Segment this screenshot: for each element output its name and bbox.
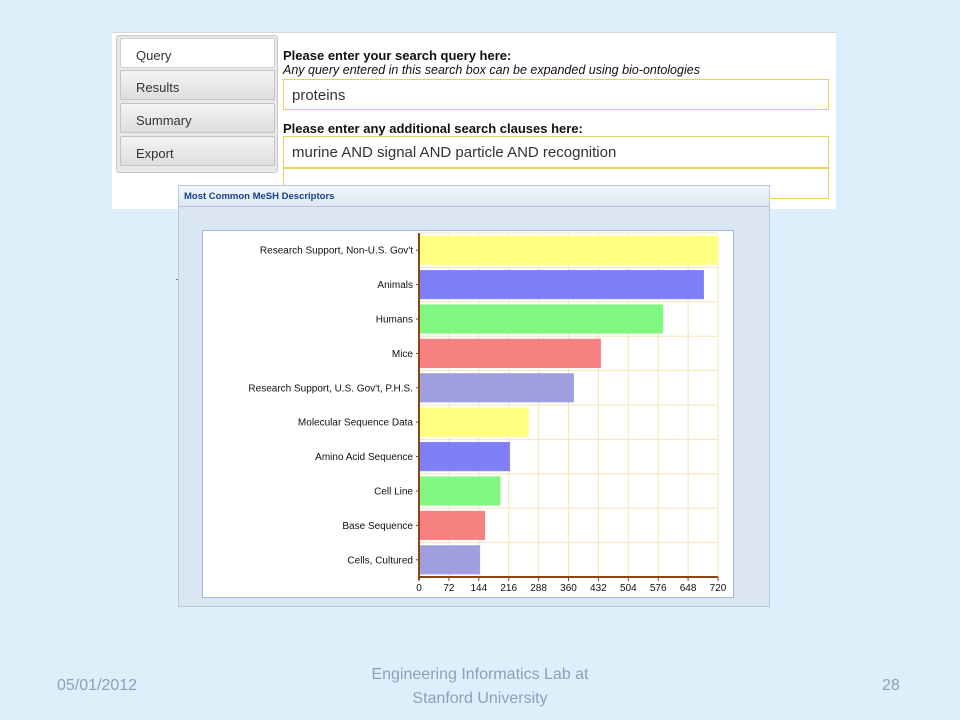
footer-date: 05/01/2012: [57, 677, 138, 694]
divider-tick: [176, 279, 178, 280]
clause-input-1[interactable]: murine AND signal AND particle AND recog…: [283, 136, 829, 168]
footer-lab-line-1: Engineering Informatics Lab at: [371, 666, 589, 683]
category-label: Molecular Sequence Data: [298, 418, 414, 429]
bar: [418, 545, 481, 575]
bar: [418, 476, 501, 506]
category-label: Animals: [377, 280, 413, 291]
bar: [418, 269, 704, 300]
search-query-input[interactable]: proteins: [283, 79, 829, 110]
x-tick-label: 576: [650, 583, 667, 594]
category-label: Base Sequence: [342, 521, 413, 532]
x-tick-label: 0: [416, 583, 422, 594]
bar: [418, 373, 574, 403]
footer-page-number: 28: [882, 677, 900, 694]
x-tick-label: 288: [530, 583, 547, 594]
x-tick-label: 648: [680, 583, 697, 594]
chart-frame: Research Support, Non-U.S. Gov't Animals H…: [202, 230, 734, 598]
x-tick-label: 72: [443, 583, 455, 594]
category-label: Amino Acid Sequence: [315, 452, 413, 463]
x-tick-label: 432: [590, 583, 607, 594]
tab-results[interactable]: Results: [120, 70, 275, 100]
category-label: Cell Line: [374, 487, 413, 498]
x-tick-label: 360: [560, 583, 577, 594]
bar: [418, 407, 529, 437]
mesh-chart-panel: Most Common MeSH Descriptors Research Su…: [178, 185, 770, 607]
chart-panel-title: Most Common MeSH Descriptors: [184, 191, 335, 202]
tab-query[interactable]: Query: [120, 38, 275, 68]
x-tick-label: 720: [710, 583, 727, 594]
category-label: Cells, Cultured: [347, 555, 413, 566]
x-tick-label: 144: [470, 583, 487, 594]
bar: [418, 235, 719, 265]
tab-summary[interactable]: Summary: [120, 103, 275, 133]
query-note: Any query entered in this search box can…: [283, 63, 700, 77]
bar: [418, 304, 664, 334]
tab-bar: Query Results Summary Export: [116, 35, 278, 173]
category-label: Research Support, Non-U.S. Gov't: [260, 246, 413, 257]
footer-lab-line-2: Stanford University: [412, 690, 548, 707]
clauses-heading: Please enter any additional search claus…: [283, 121, 583, 136]
footer-lab-name: Engineering Informatics Lab at Stanford …: [330, 663, 630, 711]
bar: [418, 510, 486, 541]
tab-export[interactable]: Export: [120, 136, 275, 166]
query-heading: Please enter your search query here:: [283, 48, 512, 63]
chart-panel-header: Most Common MeSH Descriptors: [179, 186, 769, 207]
category-label: Mice: [392, 349, 414, 360]
x-tick-label: 504: [620, 583, 637, 594]
x-tick-label: 216: [500, 583, 517, 594]
bar: [418, 338, 601, 369]
category-label: Research Support, U.S. Gov't, P.H.S.: [248, 383, 413, 394]
category-label: Humans: [376, 315, 413, 326]
mesh-bar-chart: Research Support, Non-U.S. Gov't Animals H…: [248, 232, 727, 594]
bar: [418, 441, 511, 472]
